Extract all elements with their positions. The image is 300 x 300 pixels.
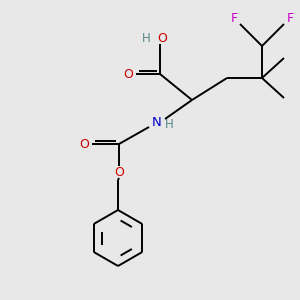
Text: O: O	[79, 137, 89, 151]
Text: F: F	[230, 11, 238, 25]
Text: O: O	[157, 32, 167, 44]
Text: H: H	[165, 118, 173, 130]
Text: F: F	[286, 11, 294, 25]
Text: O: O	[123, 68, 133, 80]
Text: H: H	[142, 32, 150, 44]
Text: N: N	[152, 116, 162, 128]
Text: O: O	[114, 166, 124, 178]
